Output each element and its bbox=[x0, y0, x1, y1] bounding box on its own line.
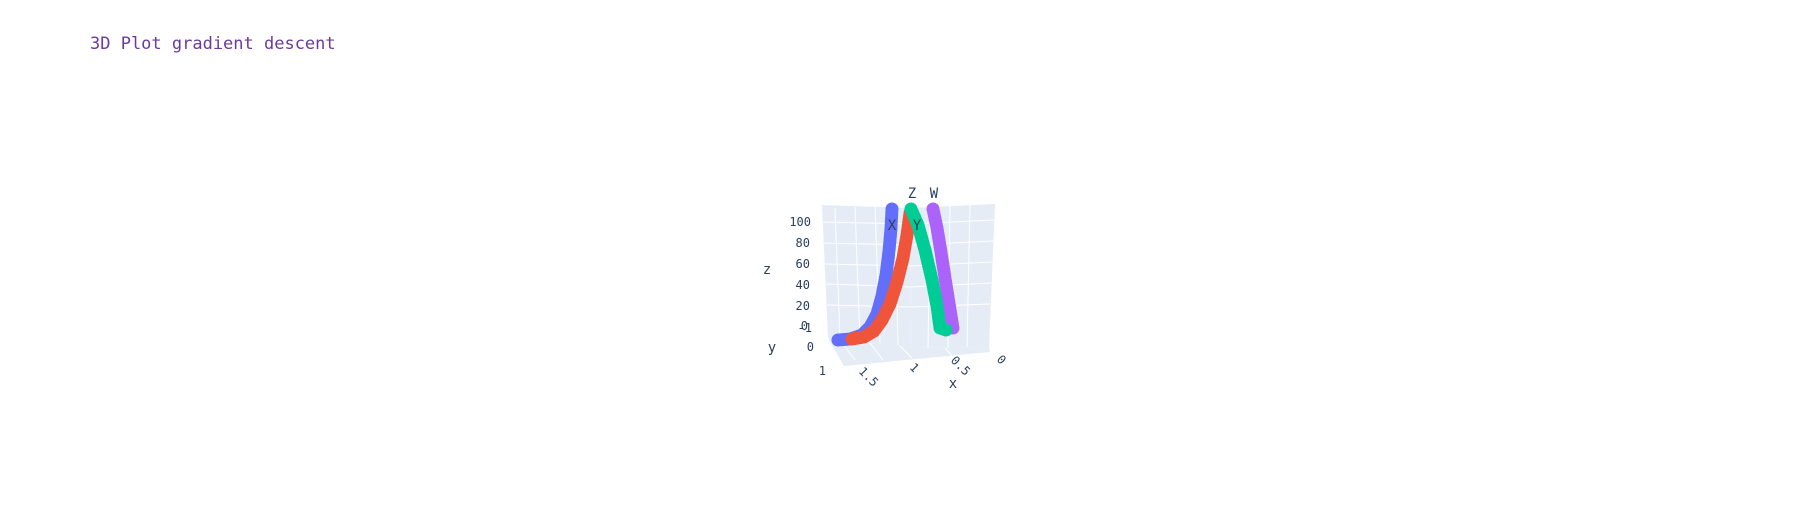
y-tick-label: 0 bbox=[807, 340, 814, 354]
series-z-markers bbox=[904, 202, 953, 337]
y-tick-label: -1 bbox=[798, 321, 812, 335]
wall-back-right bbox=[910, 204, 995, 348]
x-tick-label: 0 bbox=[994, 352, 1009, 367]
x-tick-label: 0.5 bbox=[948, 353, 973, 378]
z-tick-label: 20 bbox=[796, 299, 810, 313]
z-axis-label: z bbox=[763, 262, 771, 278]
x-tick-label: 1 bbox=[907, 360, 922, 375]
series-label-w: W bbox=[930, 186, 939, 202]
data-point[interactable] bbox=[885, 202, 899, 216]
z-tick-label: 80 bbox=[796, 236, 810, 250]
floor bbox=[828, 337, 990, 366]
z-tick-label: 100 bbox=[789, 215, 811, 229]
data-point[interactable] bbox=[939, 323, 953, 337]
series-label-x: X bbox=[888, 218, 897, 234]
series-label-y: Y bbox=[913, 218, 922, 234]
y-axis-label: y bbox=[768, 340, 776, 356]
series-w-markers bbox=[926, 202, 960, 335]
series-label-z: Z bbox=[908, 186, 916, 202]
chart-title: 3D Plot gradient descent bbox=[90, 34, 336, 54]
x-tick-label: 1.5 bbox=[856, 364, 881, 389]
data-series-layer bbox=[831, 202, 960, 347]
z-tick-label: 40 bbox=[796, 278, 810, 292]
z-tick-label: 0 bbox=[801, 319, 808, 333]
y-tick-label: 1 bbox=[819, 364, 826, 378]
z-tick-label: 60 bbox=[796, 257, 810, 271]
x-axis-label: x bbox=[949, 376, 957, 392]
